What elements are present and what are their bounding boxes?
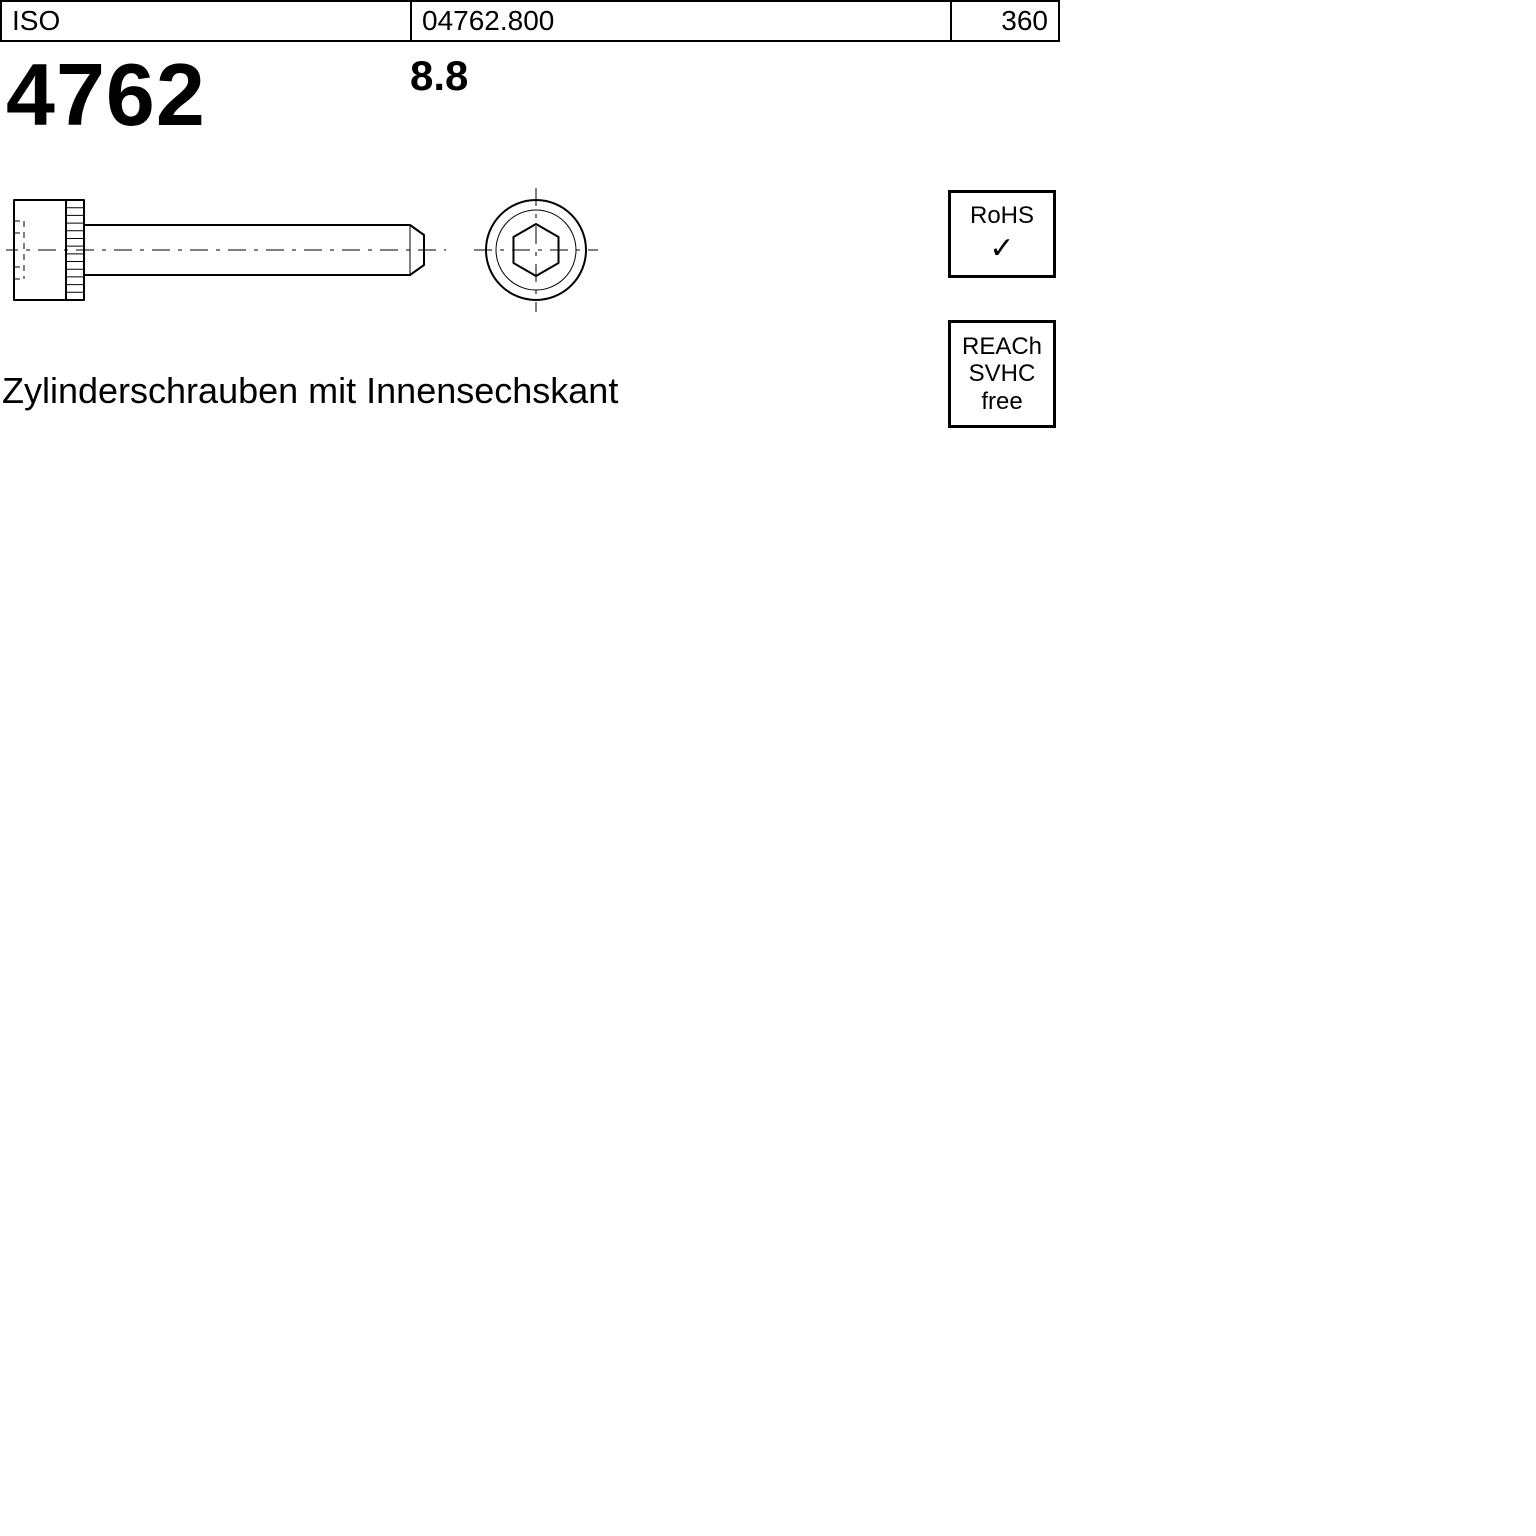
- rohs-label: RoHS: [970, 202, 1034, 230]
- header-mid-label: 04762.800: [422, 5, 554, 37]
- strength-grade: 8.8: [410, 52, 468, 100]
- check-icon: ✓: [989, 232, 1014, 267]
- standard-number: 4762: [6, 44, 206, 146]
- technical-drawing: [6, 170, 626, 340]
- reach-line1: REACh: [962, 333, 1042, 361]
- reach-line3: free: [981, 388, 1022, 416]
- header-cell-mid: 04762.800: [410, 0, 950, 42]
- product-description: Zylinderschrauben mit Innensechskant: [2, 370, 618, 412]
- reach-badge: REACh SVHC free: [948, 320, 1056, 428]
- header-cell-left: ISO: [0, 0, 410, 42]
- header-cell-right: 360: [950, 0, 1060, 42]
- reach-line2: SVHC: [969, 360, 1036, 388]
- rohs-badge: RoHS ✓: [948, 190, 1056, 278]
- header-row: ISO 04762.800 360: [0, 0, 1060, 42]
- header-right-label: 360: [1001, 5, 1048, 37]
- page: ISO 04762.800 360 4762 8.8 Zylinderschra…: [0, 0, 1536, 1536]
- header-left-label: ISO: [12, 5, 60, 37]
